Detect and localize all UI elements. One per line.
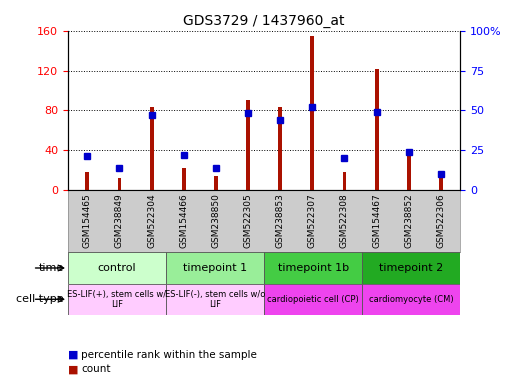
Bar <box>150 107 154 190</box>
Bar <box>362 252 460 284</box>
Bar <box>407 154 411 190</box>
Bar <box>343 172 346 190</box>
Bar <box>68 252 166 284</box>
Bar <box>214 176 218 190</box>
Text: ES-LIF(+), stem cells w/
LIF: ES-LIF(+), stem cells w/ LIF <box>67 290 167 309</box>
Title: GDS3729 / 1437960_at: GDS3729 / 1437960_at <box>184 14 345 28</box>
Bar <box>182 168 186 190</box>
Text: count: count <box>81 364 110 374</box>
Bar <box>68 284 166 315</box>
Bar <box>362 284 460 315</box>
Bar <box>85 172 89 190</box>
Text: GSM522304: GSM522304 <box>147 193 156 248</box>
Bar <box>374 68 379 190</box>
Text: timepoint 2: timepoint 2 <box>379 263 444 273</box>
Bar <box>166 252 264 284</box>
Text: GSM154466: GSM154466 <box>179 193 188 248</box>
Bar <box>278 107 282 190</box>
Bar <box>264 284 362 315</box>
Bar <box>166 284 264 315</box>
Text: timepoint 1b: timepoint 1b <box>278 263 349 273</box>
Text: time: time <box>39 263 64 273</box>
Text: GSM522306: GSM522306 <box>437 193 446 248</box>
Text: GSM238850: GSM238850 <box>211 193 220 248</box>
Text: ■: ■ <box>68 364 78 374</box>
Bar <box>311 36 314 190</box>
Text: GSM238853: GSM238853 <box>276 193 285 248</box>
Text: control: control <box>98 263 137 273</box>
Text: GSM522305: GSM522305 <box>244 193 253 248</box>
Text: percentile rank within the sample: percentile rank within the sample <box>81 350 257 360</box>
Text: GSM238852: GSM238852 <box>404 193 413 248</box>
Text: GSM522308: GSM522308 <box>340 193 349 248</box>
Bar <box>118 178 121 190</box>
Bar <box>246 100 250 190</box>
Text: cell type: cell type <box>16 294 64 304</box>
Text: ■: ■ <box>68 350 78 360</box>
Bar <box>439 176 443 190</box>
Text: GSM522307: GSM522307 <box>308 193 317 248</box>
Text: timepoint 1: timepoint 1 <box>183 263 247 273</box>
Text: cardiomyocyte (CM): cardiomyocyte (CM) <box>369 295 453 304</box>
Text: cardiopoietic cell (CP): cardiopoietic cell (CP) <box>267 295 359 304</box>
Text: GSM238849: GSM238849 <box>115 193 124 248</box>
Text: GSM154467: GSM154467 <box>372 193 381 248</box>
Bar <box>264 252 362 284</box>
Text: GSM154465: GSM154465 <box>83 193 92 248</box>
Text: ES-LIF(-), stem cells w/o
LIF: ES-LIF(-), stem cells w/o LIF <box>165 290 265 309</box>
